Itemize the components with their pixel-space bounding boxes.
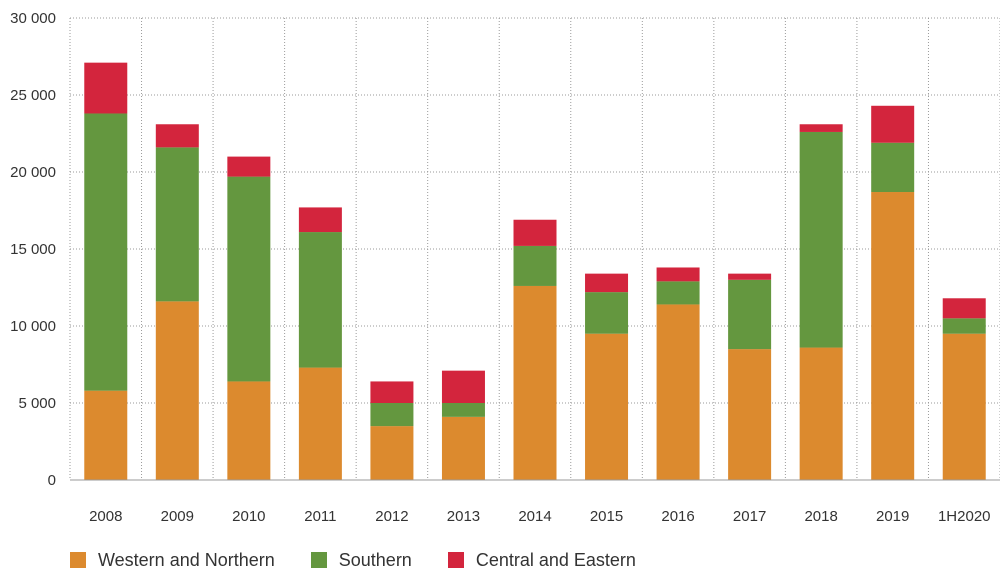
- y-tick-label: 10 000: [10, 318, 56, 335]
- bars: [84, 62, 986, 480]
- bar-segment-southern: [942, 318, 986, 334]
- bar-segment-southern: [84, 113, 128, 391]
- bar-segment-western-northern: [84, 390, 128, 480]
- bar-segment-western-northern: [799, 347, 843, 480]
- bar-segment-western-northern: [441, 416, 485, 480]
- bar-segment-western-northern: [298, 367, 342, 480]
- bar-segment-southern: [370, 403, 414, 427]
- bar-segment-central-eastern: [513, 219, 557, 246]
- legend-item-central-eastern: Central and Eastern: [447, 549, 636, 571]
- x-tick-label: 2010: [232, 508, 265, 525]
- bar-segment-western-northern: [155, 301, 199, 480]
- y-tick-label: 0: [48, 472, 56, 489]
- bar-segment-central-eastern: [656, 267, 700, 282]
- bar-segment-southern: [656, 281, 700, 305]
- x-tick-label: 2015: [590, 508, 623, 525]
- bar-segment-central-eastern: [155, 124, 199, 148]
- bar-segment-southern: [513, 245, 557, 286]
- bar-segment-southern: [871, 142, 915, 193]
- legend-item-western-northern: Western and Northern: [70, 550, 275, 571]
- bar-segment-western-northern: [942, 333, 986, 480]
- legend-label-central-eastern: Central and Eastern: [475, 549, 636, 570]
- x-tick-label: 2009: [161, 508, 194, 525]
- x-tick-label: 2012: [375, 508, 408, 525]
- bar-segment-central-eastern: [728, 273, 772, 280]
- bar-segment-central-eastern: [799, 124, 843, 132]
- x-tick-label: 2013: [447, 508, 480, 525]
- bar-segment-southern: [728, 279, 772, 350]
- x-tick-label: 2008: [89, 508, 122, 525]
- bar-segment-western-northern: [656, 304, 700, 480]
- x-axis: 2008 2009 2010 2011 2012 2013 2014 2015 2016 2017…: [70, 479, 1000, 525]
- legend-label-southern: Southern: [338, 549, 412, 570]
- bar-segment-central-eastern: [370, 381, 414, 403]
- bar-segment-central-eastern: [441, 370, 485, 403]
- legend-item-southern: Southern: [310, 549, 412, 571]
- bar-segment-central-eastern: [871, 105, 915, 143]
- bar-segment-central-eastern: [227, 156, 271, 177]
- bar-segment-western-northern: [585, 333, 629, 480]
- legend-swatch-southern: [310, 552, 327, 568]
- y-tick-label: 30 000: [10, 10, 56, 27]
- x-tick-label: 1H2020: [938, 508, 991, 525]
- y-axis: 0 5 000 10 000 15 000 20 000 25 000 30 000: [10, 10, 56, 489]
- x-tick-label: 2016: [661, 508, 694, 525]
- legend: Western and Northern Southern Central an…: [70, 548, 672, 572]
- bar-segment-western-northern: [370, 426, 414, 480]
- bar-segment-southern: [799, 131, 843, 348]
- x-tick-label: 2011: [304, 508, 336, 525]
- bar-segment-western-northern: [227, 381, 271, 480]
- bar-segment-western-northern: [513, 285, 557, 480]
- bar-segment-southern: [298, 232, 342, 368]
- bar-segment-central-eastern: [84, 62, 128, 114]
- bar-segment-western-northern: [728, 349, 772, 480]
- bar-segment-southern: [227, 176, 271, 382]
- legend-swatch-central-eastern: [447, 552, 464, 568]
- x-tick-label: 2017: [733, 508, 766, 525]
- bar-segment-central-eastern: [298, 207, 342, 233]
- bar-segment-southern: [585, 292, 629, 334]
- bar-segment-central-eastern: [942, 298, 986, 319]
- bar-segment-central-eastern: [585, 273, 629, 293]
- x-tick-label: 2014: [518, 508, 551, 525]
- legend-swatch-western-northern: [70, 552, 86, 568]
- y-tick-label: 25 000: [10, 87, 56, 104]
- y-tick-label: 5 000: [18, 395, 56, 412]
- bar-segment-southern: [155, 147, 199, 302]
- legend-label-western-northern: Western and Northern: [98, 549, 275, 570]
- x-tick-label: 2019: [876, 508, 909, 525]
- y-tick-label: 20 000: [10, 164, 56, 181]
- bar-segment-western-northern: [871, 192, 915, 480]
- bar-segment-southern: [441, 403, 485, 417]
- y-tick-label: 15 000: [10, 241, 56, 258]
- x-tick-label: 2018: [804, 508, 837, 525]
